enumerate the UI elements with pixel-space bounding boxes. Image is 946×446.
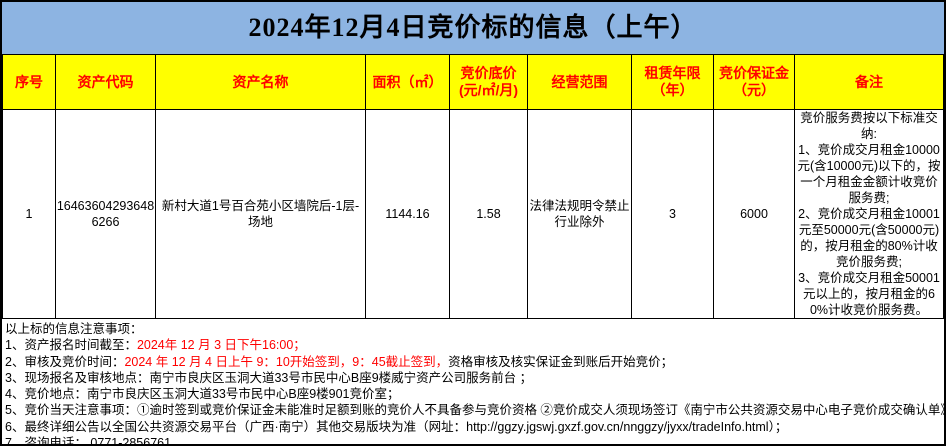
note-text: 1、资产报名时间截至： bbox=[5, 338, 137, 353]
header-area: 面积（㎡） bbox=[365, 54, 450, 110]
note-text: 4、竞价地点：南宁市良庆区玉洞大道33号市民中心B座9楼901竞价室； bbox=[5, 387, 400, 402]
header-asset-name: 资产名称 bbox=[155, 54, 366, 110]
cell-seq: 1 bbox=[2, 109, 56, 319]
note-text: 2、审核及竞价时间： bbox=[5, 354, 125, 369]
header-remarks: 备注 bbox=[794, 54, 944, 110]
note-text: 7、咨询电话： 0771-2856761。 bbox=[5, 436, 184, 446]
cell-asset-code: 164636042936486266 bbox=[55, 109, 156, 319]
table-row: 1 164636042936486266 新村大道1号百合苑小区墙院后-1层-场… bbox=[2, 109, 944, 319]
note-text: 5、竞价当天注意事项：①逾时签到或竞价保证金未能准时足额到账的竞价人不具备参与竞… bbox=[5, 403, 946, 418]
header-deposit: 竞价保证金 （元） bbox=[713, 54, 795, 110]
cell-remarks: 竞价服务费按以下标准交纳: 1、竞价成交月租金10000元(含10000元)以下… bbox=[794, 109, 944, 319]
note-text: 3、现场报名及审核地点：南宁市良庆区玉洞大道33号市民中心B座9楼威宁资产公司服… bbox=[5, 370, 533, 385]
header-seq: 序号 bbox=[2, 54, 56, 110]
note-text: 资格审核及核实保证金到账后开始竞价； bbox=[448, 354, 674, 369]
header-asset-code: 资产代码 bbox=[55, 54, 156, 110]
note-highlight: 2024年 12 月 3 日下午16:00； bbox=[136, 338, 306, 353]
note-item-5: 5、竞价当天注意事项：①逾时签到或竞价保证金未能准时足额到账的竞价人不具备参与竞… bbox=[5, 402, 944, 418]
cell-business-scope: 法律法规明令禁止行业除外 bbox=[527, 109, 632, 319]
note-item-1: 1、资产报名时间截至：2024年 12 月 3 日下午16:00； bbox=[5, 337, 944, 353]
header-lease-years: 租赁年限 （年） bbox=[631, 54, 714, 110]
note-item-3: 3、现场报名及审核地点：南宁市良庆区玉洞大道33号市民中心B座9楼威宁资产公司服… bbox=[5, 370, 944, 386]
notes-heading: 以上标的信息注意事项： bbox=[5, 322, 143, 336]
notes-section: 以上标的信息注意事项： 1、资产报名时间截至：2024年 12 月 3 日下午1… bbox=[2, 319, 944, 446]
cell-asset-name: 新村大道1号百合苑小区墙院后-1层-场地 bbox=[155, 109, 366, 319]
note-item-2: 2、审核及竞价时间：2024 年 12 月 4 日上午 9：10开始签到，9：4… bbox=[5, 354, 944, 370]
note-item-4: 4、竞价地点：南宁市良庆区玉洞大道33号市民中心B座9楼901竞价室； bbox=[5, 386, 944, 402]
page-title: 2024年12月4日竞价标的信息（上午） bbox=[2, 2, 944, 54]
cell-lease-years: 3 bbox=[631, 109, 714, 319]
cell-base-price: 1.58 bbox=[449, 109, 528, 319]
header-row: 序号 资产代码 资产名称 面积（㎡） 竞价底价 (元/㎡/月) 经营范围 租赁年… bbox=[2, 54, 944, 110]
auction-table: 序号 资产代码 资产名称 面积（㎡） 竞价底价 (元/㎡/月) 经营范围 租赁年… bbox=[2, 54, 944, 319]
header-base-price: 竞价底价 (元/㎡/月) bbox=[449, 54, 528, 110]
header-business-scope: 经营范围 bbox=[527, 54, 632, 110]
cell-area: 1144.16 bbox=[365, 109, 450, 319]
note-highlight: 2024 年 12 月 4 日上午 9：10开始签到，9：45截止签到， bbox=[124, 354, 449, 369]
note-text: 6、最终详细公告以全国公共资源交易平台（广西·南宁）其他交易版块为准（网址：ht… bbox=[5, 419, 788, 434]
note-item-7: 7、咨询电话： 0771-2856761。 bbox=[5, 435, 944, 446]
note-item-6: 6、最终详细公告以全国公共资源交易平台（广西·南宁）其他交易版块为准（网址：ht… bbox=[5, 419, 944, 435]
cell-deposit: 6000 bbox=[713, 109, 795, 319]
